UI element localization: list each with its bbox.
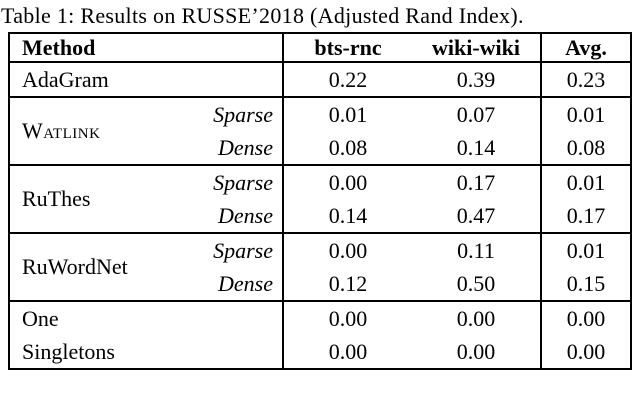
table-row: AdaGram 0.22 0.39 0.23 <box>9 61 632 97</box>
header-row: Method bts-rnc wiki-wiki Avg. <box>9 33 631 62</box>
variant-label: Sparse <box>179 96 285 131</box>
bts-rnc-score: 0.01 <box>283 96 413 131</box>
avg-score: 0.01 <box>541 164 632 199</box>
method-name: RuWordNet <box>9 232 179 301</box>
avg-score: 0.01 <box>541 96 632 131</box>
variant-label: Dense <box>179 131 285 165</box>
avg-score: 0.17 <box>566 202 606 228</box>
avg-score: 0.08 <box>566 134 606 160</box>
table-row: RuThes Sparse 0.00 0.17 0.01 <box>9 164 632 233</box>
method-name: One <box>9 300 285 335</box>
table-row: RuWordNet Sparse 0.00 0.11 0.01 <box>9 232 632 301</box>
wiki-wiki-score: 0.17 <box>412 164 543 199</box>
table-row: Dense 0.08 0.14 0.08 <box>9 131 631 165</box>
bts-rnc-score: 0.14 <box>328 202 368 228</box>
wiki-wiki-score: 0.14 <box>412 131 543 165</box>
avg-score: 0.00 <box>541 300 632 335</box>
avg-score: 0.15 <box>566 270 606 296</box>
wiki-wiki-score: 0.39 <box>412 61 543 97</box>
table-row: Dense 0.14 0.47 0.17 <box>9 199 631 233</box>
wiki-wiki-score: 0.00 <box>412 335 543 369</box>
variant-label: Dense <box>179 267 285 301</box>
bts-rnc-score: 0.08 <box>328 134 368 160</box>
wiki-wiki-score: 0.07 <box>412 96 543 131</box>
bts-rnc-score: 0.22 <box>283 61 413 97</box>
table-row: Dense 0.12 0.50 0.15 <box>9 267 631 301</box>
bts-rnc-score: 0.00 <box>328 338 368 364</box>
column-header-wiki-wiki: wiki-wiki <box>412 33 543 62</box>
wiki-wiki-score: 0.47 <box>412 199 543 233</box>
results-table: Method bts-rnc wiki-wiki Avg. AdaGram 0.2… <box>8 32 633 370</box>
wiki-wiki-score: 0.11 <box>412 232 543 267</box>
avg-score: 0.00 <box>566 338 606 364</box>
method-name: Singletons <box>9 335 285 369</box>
method-name: AdaGram <box>9 61 285 97</box>
bts-rnc-score: 0.12 <box>328 270 368 296</box>
paper-page: Table 1: Results on RUSSE’2018 (Adjusted… <box>1 3 633 370</box>
table-row: Watlink Sparse 0.01 0.07 0.01 <box>9 96 632 165</box>
bts-rnc-score: 0.00 <box>283 164 413 199</box>
table-row: Singletons 0.00 0.00 0.00 <box>9 335 631 369</box>
wiki-wiki-score: 0.50 <box>412 267 543 301</box>
column-header-bts-rnc: bts-rnc <box>314 34 382 60</box>
table-row: One 0.00 0.00 0.00 <box>9 300 632 335</box>
avg-score: 0.23 <box>541 61 632 97</box>
avg-score: 0.01 <box>541 232 632 267</box>
variant-label: Sparse <box>179 164 285 199</box>
variant-label: Sparse <box>179 232 285 267</box>
table-caption: Table 1: Results on RUSSE’2018 (Adjusted… <box>1 3 524 28</box>
column-header-method: Method <box>9 33 285 62</box>
results-tbody: AdaGram 0.22 0.39 0.23 Watlink Sparse 0.01 0.07… <box>9 61 632 369</box>
variant-label: Dense <box>179 199 285 233</box>
column-header-avg: Avg. <box>565 34 607 60</box>
bts-rnc-score: 0.00 <box>283 232 413 267</box>
method-name: Watlink <box>9 96 179 165</box>
bts-rnc-score: 0.00 <box>283 300 413 335</box>
method-name: RuThes <box>9 164 179 233</box>
wiki-wiki-score: 0.00 <box>412 300 543 335</box>
